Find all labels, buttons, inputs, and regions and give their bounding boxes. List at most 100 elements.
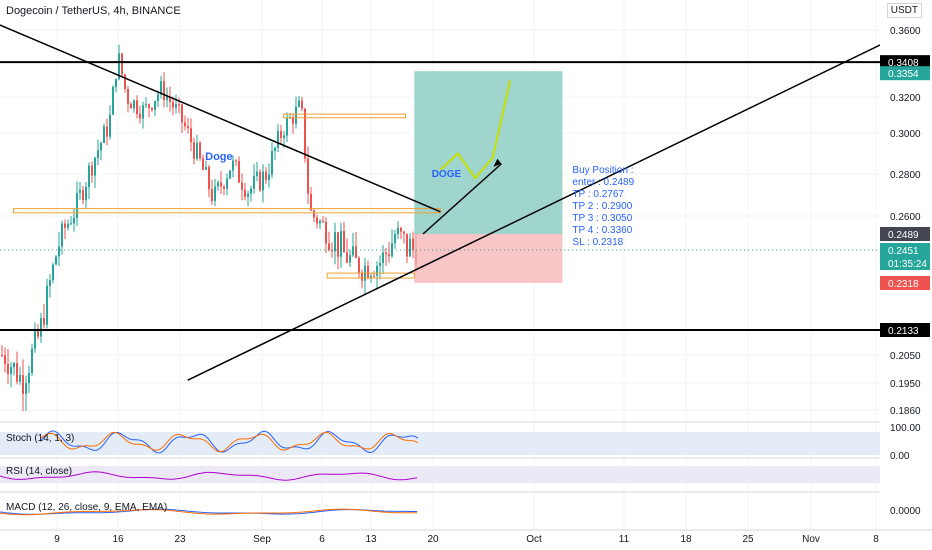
- arrow-head-icon: [493, 158, 502, 167]
- candle-body: [265, 171, 267, 180]
- price-tick-label: 0.3000: [890, 129, 921, 140]
- price-badge-label: 01:35:24: [888, 259, 927, 270]
- candle-body: [337, 232, 339, 257]
- candle-body: [244, 189, 246, 197]
- candle-body: [220, 182, 222, 187]
- candle-body: [205, 166, 207, 170]
- chart-title[interactable]: Dogecoin / TetherUS, 4h, BINANCE: [6, 5, 181, 17]
- time-tick-label: 9: [54, 534, 60, 545]
- candle-body: [286, 118, 288, 136]
- candle-body: [277, 130, 279, 148]
- candle-body: [46, 285, 48, 325]
- candle-body: [133, 100, 135, 109]
- candle-body: [79, 190, 81, 193]
- buy-position-line: TP 3 : 0.3050: [572, 213, 632, 224]
- buy-position-line: enter : 0.2489: [572, 177, 634, 188]
- candle-body: [136, 100, 138, 114]
- candle-body: [202, 158, 204, 170]
- macd-label[interactable]: MACD (12, 26, close, 9, EMA, EMA): [6, 502, 168, 513]
- candle-body: [373, 275, 375, 277]
- candle-body: [70, 223, 72, 225]
- candle-body: [298, 100, 300, 107]
- candle-body: [313, 210, 315, 218]
- forecast: [422, 80, 512, 235]
- rsi-label[interactable]: RSI (14, close): [6, 466, 73, 477]
- candle-body: [310, 193, 312, 211]
- candle-body: [223, 186, 225, 189]
- candle-body: [160, 81, 162, 95]
- time-tick-label: 25: [742, 534, 754, 545]
- time-tick-label: 16: [112, 534, 124, 545]
- time-axis: 9 16 23 Sep 6 13 20 Oct 11 18 25 Nov 8: [0, 529, 932, 545]
- price-badge: [880, 276, 930, 290]
- macd-tick-label: 0.0000: [890, 506, 921, 517]
- stop-loss-zone: [414, 234, 563, 283]
- candle-body: [112, 86, 114, 115]
- candle-body: [166, 96, 168, 100]
- price-tick-label: 0.1950: [890, 379, 921, 390]
- doge-label-right: DOGE: [432, 169, 462, 180]
- candle-body: [226, 178, 228, 189]
- currency-unit-button[interactable]: USDT: [886, 3, 922, 18]
- candle-body: [340, 230, 342, 257]
- price-badge-label: 0.3408: [888, 58, 919, 69]
- candle-body: [109, 114, 111, 137]
- stoch-tick-label: 100.00: [890, 423, 921, 434]
- candle-body: [181, 104, 183, 123]
- price-tick-label: 0.3200: [890, 93, 921, 104]
- price-badge: [880, 66, 930, 81]
- candle-body: [91, 165, 93, 176]
- time-tick-label: 20: [427, 534, 439, 545]
- time-tick-label: 8: [873, 534, 879, 545]
- candle-body: [76, 192, 78, 218]
- candle-body: [247, 193, 249, 197]
- buy-position-line: SL : 0.2318: [572, 237, 623, 248]
- candle-body: [271, 151, 273, 175]
- candle-body: [412, 238, 414, 251]
- candle-body: [169, 96, 171, 102]
- candle-body: [400, 227, 402, 232]
- candle-body: [379, 263, 381, 266]
- candle-body: [208, 166, 210, 190]
- buy-position-line: TP : 0.2767: [572, 189, 624, 200]
- buy-position-line: Buy Position :: [572, 165, 633, 176]
- stoch-label[interactable]: Stoch (14, 1, 3): [6, 433, 75, 444]
- candle-body: [292, 117, 294, 124]
- candle-body: [352, 246, 354, 256]
- candle-body: [334, 232, 336, 252]
- candle-body: [103, 126, 105, 144]
- price-badge: [880, 227, 930, 241]
- rsi-line: [0, 471, 418, 481]
- forecast-curve: [439, 80, 512, 180]
- price-badge-label: 0.2133: [888, 326, 919, 337]
- time-tick-label: Sep: [253, 534, 271, 545]
- candle-body: [124, 74, 126, 89]
- candle-body: [295, 106, 297, 124]
- candle-body: [13, 363, 15, 368]
- candle-body: [43, 318, 45, 325]
- candle-body: [19, 375, 21, 382]
- candle-body: [82, 190, 84, 201]
- buy-position-line: TP 2 : 0.2900: [572, 201, 632, 212]
- candle-body: [268, 174, 270, 180]
- candle-body: [1, 355, 3, 356]
- support-resistance-box: [12, 208, 441, 214]
- price-badge-label: 0.2489: [888, 230, 919, 241]
- candle-body: [322, 220, 324, 222]
- candle-body: [142, 105, 144, 119]
- candle-body: [385, 252, 387, 255]
- candle-body: [184, 122, 186, 127]
- buy-position-line: TP 4 : 0.3360: [572, 225, 632, 236]
- stoch-band: [0, 432, 880, 455]
- candle-body: [358, 257, 360, 274]
- candle-body: [274, 147, 276, 152]
- candle-body: [394, 234, 396, 244]
- candle-body: [151, 107, 153, 110]
- candle-body: [121, 53, 123, 75]
- price-badge: [880, 243, 930, 257]
- candle-body: [211, 189, 213, 202]
- candle-body: [343, 230, 345, 253]
- candle-body: [304, 108, 306, 159]
